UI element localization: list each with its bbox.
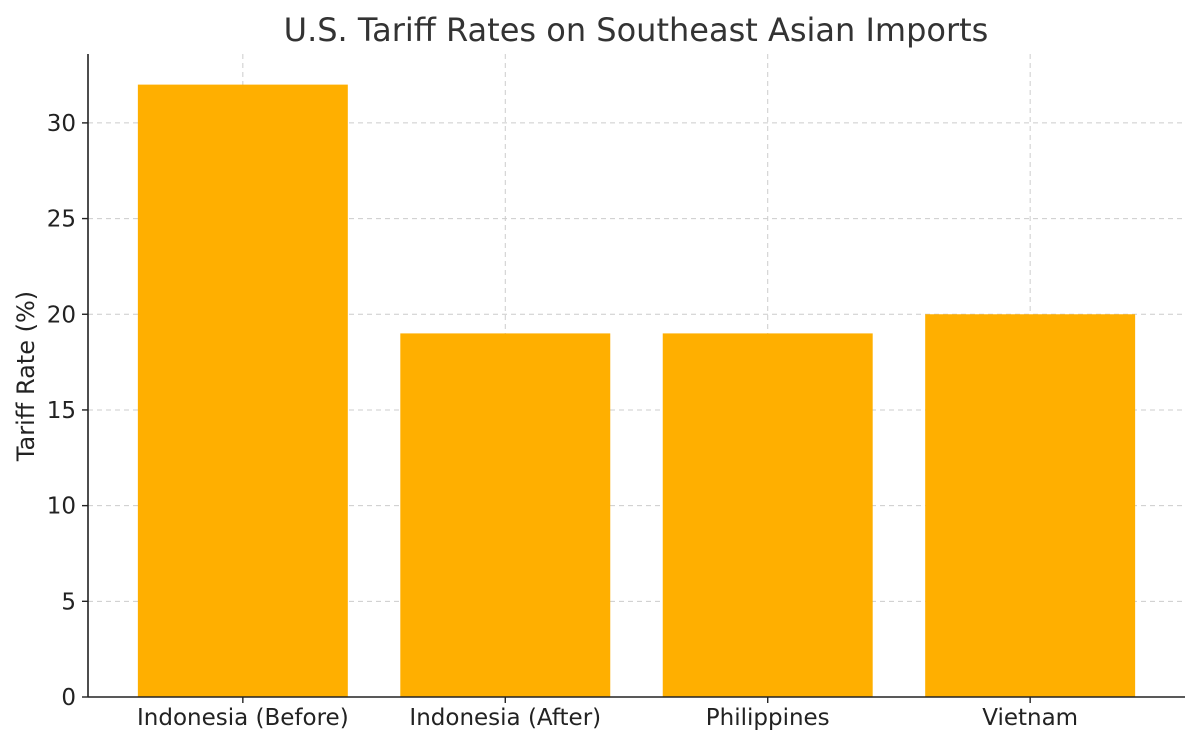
- bar-1: [400, 333, 611, 697]
- bar-3: [925, 314, 1136, 697]
- y-tick-label: 5: [61, 589, 76, 615]
- y-tick-label: 15: [47, 398, 76, 424]
- x-ticks: Indonesia (Before) Indonesia (After) Phili…: [137, 697, 1078, 731]
- chart-title: U.S. Tariff Rates on Southeast Asian Imp…: [284, 11, 989, 49]
- bar-2: [662, 333, 873, 697]
- x-tick-label: Indonesia (After): [409, 705, 601, 731]
- bars: [137, 84, 1136, 698]
- x-tick-label: Vietnam: [982, 705, 1078, 731]
- y-ticks: 0 5 10 15 20 25 30: [47, 111, 88, 711]
- bar-0: [137, 84, 348, 698]
- axes: [87, 54, 1185, 698]
- x-tick-label: Indonesia (Before): [137, 705, 349, 731]
- y-tick-label: 25: [47, 207, 76, 233]
- y-tick-label: 10: [47, 494, 76, 520]
- x-tick-label: Philippines: [706, 705, 830, 731]
- y-tick-label: 0: [61, 685, 76, 711]
- y-tick-label: 20: [47, 302, 76, 328]
- y-tick-label: 30: [47, 111, 76, 137]
- y-axis-label: Tariff Rate (%): [12, 291, 40, 462]
